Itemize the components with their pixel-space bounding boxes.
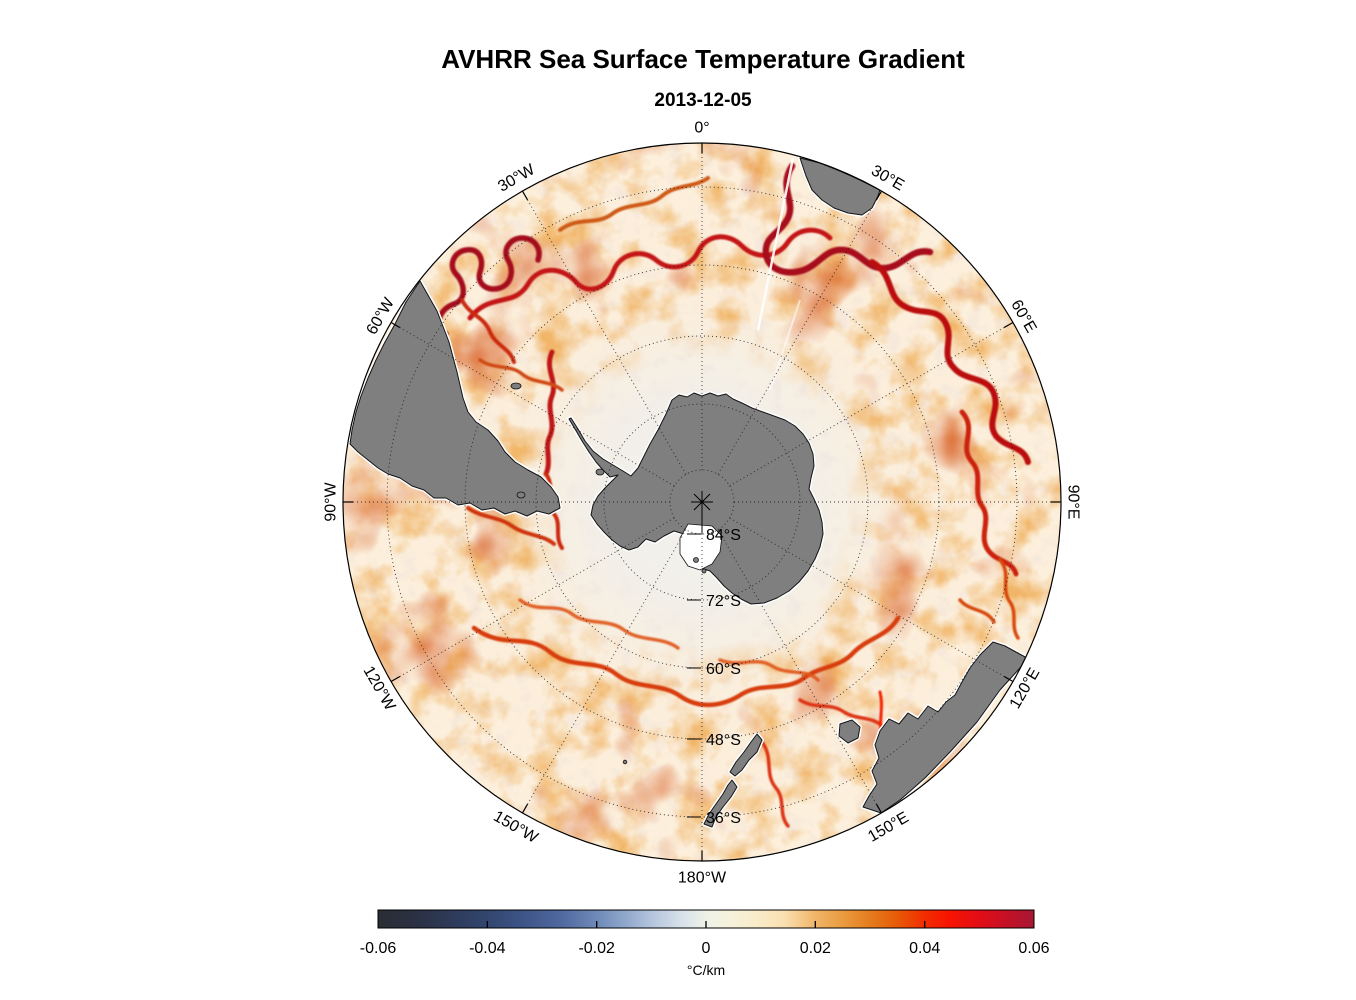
colorbar-tick-label-5: 0.04 bbox=[909, 940, 940, 957]
latitude-label-48s: 48°S bbox=[706, 732, 741, 749]
meridian-tick-marks bbox=[343, 143, 1061, 861]
tasmania-island bbox=[837, 718, 862, 745]
latitude-label-72s: 72°S bbox=[706, 593, 741, 610]
latitude-labels: 84°S 72°S 60°S 48°S 36°S bbox=[706, 527, 741, 827]
colorbar-unit-label: °C/km bbox=[687, 962, 725, 978]
latitude-label-36s: 36°S bbox=[706, 810, 741, 827]
colorbar: -0.06 -0.04 -0.02 0 0.02 0.04 0.06 °C/km bbox=[360, 909, 1050, 978]
meridian-label-0: 0° bbox=[694, 120, 709, 137]
colorbar-tick-label-2: -0.02 bbox=[578, 940, 615, 957]
ross-ice-shelf bbox=[679, 523, 723, 571]
graticule bbox=[343, 143, 1061, 861]
colorbar-tick-label-6: 0.06 bbox=[1018, 940, 1049, 957]
colorbar-tick-labels: -0.06 -0.04 -0.02 0 0.02 0.04 0.06 bbox=[360, 940, 1050, 957]
colorbar-tick-label-0: -0.06 bbox=[360, 940, 397, 957]
small-islands bbox=[510, 382, 707, 765]
satellite-swath-gaps bbox=[756, 157, 801, 391]
figure-date-subtitle: 2013-12-05 bbox=[654, 90, 752, 111]
meridian-label-180w: 180°W bbox=[678, 870, 727, 887]
polar-map-area: 84°S 72°S 60°S 48°S 36°S bbox=[343, 143, 1061, 861]
latitude-label-60s: 60°S bbox=[706, 661, 741, 678]
colorbar-gradient-bar bbox=[378, 910, 1034, 928]
figure-title: AVHRR Sea Surface Temperature Gradient bbox=[441, 44, 965, 74]
colorbar-tick-label-1: -0.04 bbox=[469, 940, 506, 957]
meridian-label-90e: 90°E bbox=[1065, 485, 1082, 520]
pole-marker bbox=[691, 491, 713, 534]
latitude-tick-marks bbox=[687, 533, 701, 818]
meridian-label-90w: 90°W bbox=[323, 481, 340, 521]
colorbar-tick-label-4: 0.02 bbox=[800, 940, 831, 957]
latitude-label-84s: 84°S bbox=[706, 527, 741, 544]
colorbar-tick-label-3: 0 bbox=[702, 940, 711, 957]
colorbar-tick-marks bbox=[486, 921, 926, 928]
